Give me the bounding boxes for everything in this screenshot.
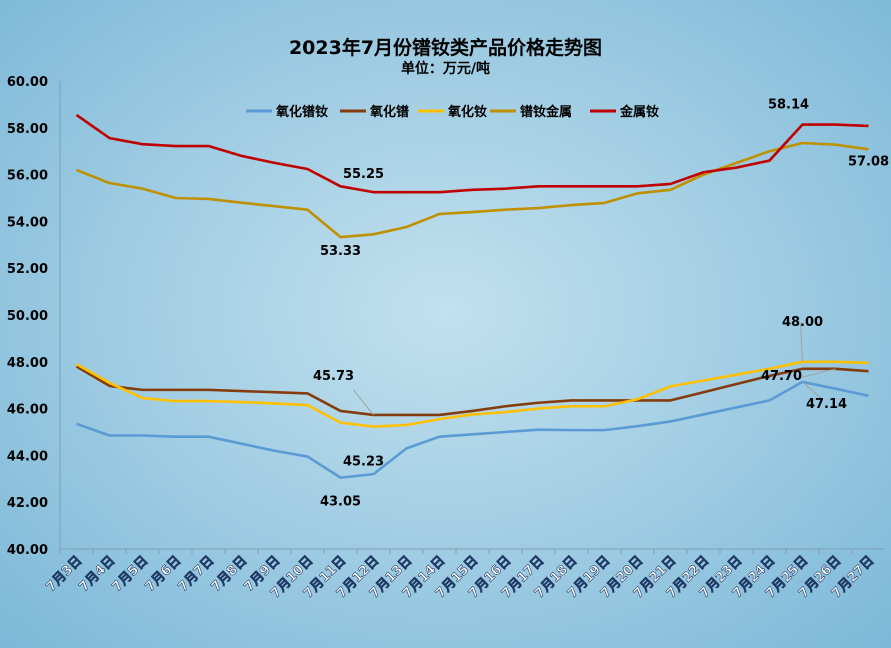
y-tick-label: 42.00 <box>7 496 48 511</box>
data-label: 57.08 <box>848 154 889 169</box>
legend-label: 氧化镨 <box>369 104 409 120</box>
data-label: 58.14 <box>768 98 809 113</box>
data-label: 53.33 <box>320 244 361 259</box>
x-tick-label: 7月7日 <box>176 553 218 595</box>
data-label-leader <box>800 322 803 362</box>
data-label: 48.00 <box>782 315 823 330</box>
data-label-leader <box>799 368 836 379</box>
y-tick-label: 48.00 <box>7 356 48 371</box>
data-label: 47.70 <box>761 369 802 384</box>
data-label: 43.05 <box>320 495 361 510</box>
legend-label: 氧化钕 <box>447 104 487 120</box>
chart-subtitle: 单位：万元/吨 <box>400 61 491 77</box>
y-tick-label: 46.00 <box>7 403 48 418</box>
series-line-2 <box>75 360 869 428</box>
y-tick-label: 54.00 <box>7 215 48 230</box>
x-tick-label: 7月3日 <box>44 553 86 595</box>
series-line-0 <box>76 380 869 479</box>
legend-label: 镨钕金属 <box>520 104 572 120</box>
y-tick-label: 50.00 <box>7 309 48 324</box>
data-label: 45.73 <box>313 369 354 384</box>
data-label-leader <box>353 389 374 416</box>
series-line-4 <box>75 113 869 194</box>
legend-label: 金属钕 <box>619 104 659 120</box>
data-label: 45.23 <box>343 455 384 470</box>
y-tick-label: 60.00 <box>7 75 48 90</box>
x-tick-label: 7月6日 <box>143 553 185 595</box>
x-tick-label: 7月5日 <box>110 553 152 595</box>
legend-label: 氧化镨钕 <box>275 104 328 120</box>
y-tick-label: 52.00 <box>7 262 48 277</box>
data-label: 55.25 <box>343 167 384 182</box>
y-tick-label: 56.00 <box>7 169 48 184</box>
x-tick-label: 7月4日 <box>77 553 119 595</box>
data-label-leader <box>802 381 821 399</box>
series-line-3 <box>76 141 869 239</box>
y-tick-label: 58.00 <box>7 122 48 137</box>
series-line-1 <box>75 365 869 417</box>
data-label: 47.14 <box>806 397 847 412</box>
y-tick-label: 40.00 <box>7 543 48 558</box>
x-tick-label: 7月8日 <box>209 553 251 595</box>
y-tick-label: 44.00 <box>7 449 48 464</box>
chart-title: 2023年7月份镨钕类产品价格走势图 <box>288 37 603 59</box>
